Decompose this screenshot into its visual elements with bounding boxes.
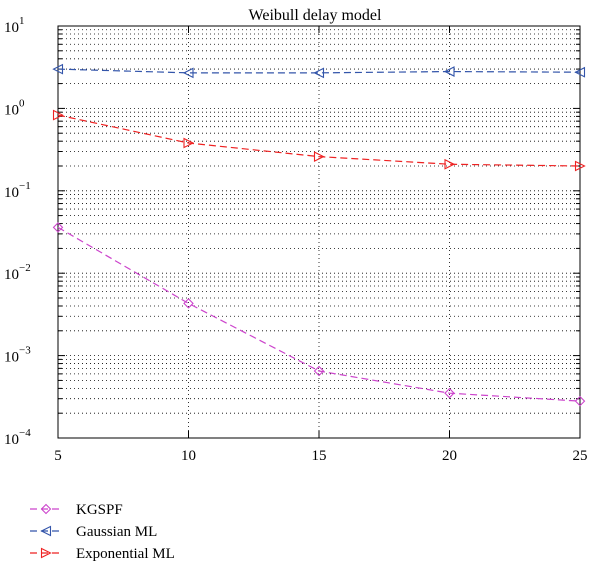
data-point-gaussian-ml — [52, 63, 64, 75]
x-tick-label: 25 — [573, 448, 588, 464]
legend-marker-exponential-ml — [40, 547, 52, 559]
data-point-kgspf — [444, 387, 455, 399]
data-point-kgspf — [52, 222, 64, 233]
legend-marker-kgspf — [40, 503, 52, 515]
legend-label-exponential-ml: Exponential ML — [76, 546, 175, 562]
y-tick-label: 10−4 — [4, 427, 31, 448]
data-point-exponential-ml — [52, 109, 64, 121]
y-tick-label: 10−2 — [4, 262, 31, 283]
data-point-kgspf — [183, 298, 194, 309]
data-point-exponential-ml — [313, 151, 325, 162]
data-point-exponential-ml — [444, 158, 456, 170]
data-point-exponential-ml — [183, 137, 195, 149]
x-tick-label: 20 — [442, 448, 457, 464]
y-tick-label: 10−1 — [4, 180, 31, 201]
data-point-gaussian-ml — [574, 66, 586, 78]
data-point-gaussian-ml — [313, 67, 325, 79]
series-line-kgspf — [57, 226, 581, 402]
y-tick-label: 10−3 — [4, 345, 31, 366]
series-line-gaussian-ml — [57, 68, 581, 74]
data-point-kgspf — [574, 395, 586, 407]
series-line-exponential-ml — [57, 114, 581, 167]
x-tick-label: 10 — [181, 448, 196, 464]
x-tick-label: 15 — [312, 448, 327, 464]
data-point-kgspf — [313, 365, 325, 377]
y-tick-label: 101 — [4, 15, 25, 36]
y-tick-label: 100 — [4, 97, 25, 118]
legend-marker-gaussian-ml — [40, 525, 52, 537]
data-point-exponential-ml — [574, 160, 586, 172]
legend: KGSPF Gaussian ML Exponential ML — [30, 502, 175, 562]
data-point-gaussian-ml — [443, 66, 455, 77]
legend-label-kgspf: KGSPF — [76, 502, 123, 518]
x-tick-label: 5 — [54, 448, 62, 464]
data-point-gaussian-ml — [182, 67, 194, 79]
legend-label-gaussian-ml: Gaussian ML — [76, 524, 157, 540]
chart-title: Weibull delay model — [249, 7, 382, 24]
